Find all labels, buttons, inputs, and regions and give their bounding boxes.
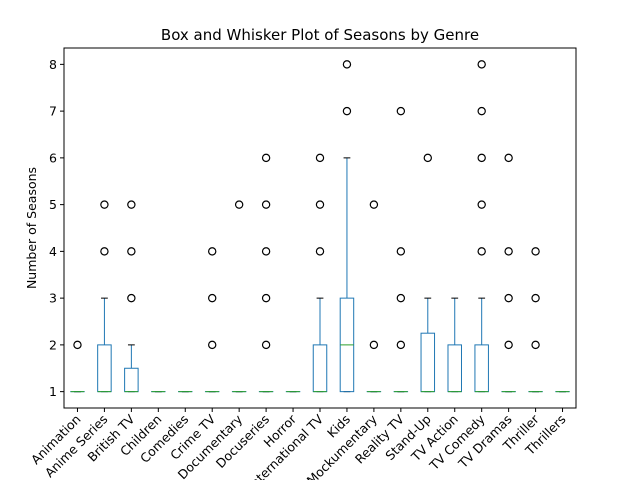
box-tv-comedy (474, 60, 489, 393)
plot-frame (63, 47, 577, 409)
outlier-point (504, 153, 513, 163)
outlier-point (261, 340, 271, 350)
box-anime-series (97, 200, 112, 393)
outlier-point (477, 60, 486, 69)
outlier-point (234, 200, 244, 209)
outlier-point (261, 153, 271, 163)
outlier-point (504, 247, 513, 256)
outlier-point (396, 106, 406, 116)
outlier-point (396, 247, 406, 256)
outlier-point (127, 200, 136, 209)
box-stand-up (420, 153, 436, 393)
outlier-point (315, 153, 325, 163)
y-tick-label: 4 (49, 244, 57, 259)
outlier-point (261, 200, 271, 209)
y-tick-label: 2 (49, 337, 57, 352)
outlier-point (531, 247, 540, 256)
chart-title: Box and Whisker Plot of Seasons by Genre (161, 26, 479, 44)
outlier-point (477, 200, 486, 209)
box-tv-dramas (501, 153, 516, 393)
outlier-point (100, 247, 109, 256)
box-british-tv (124, 200, 139, 393)
outlier-point (208, 247, 217, 256)
outlier-point (477, 106, 486, 116)
box-docuseries (258, 153, 274, 393)
box-kids (339, 60, 355, 393)
y-tick-label: 3 (49, 291, 57, 306)
box-international-tv (312, 153, 328, 393)
outlier-point (127, 293, 136, 303)
outlier-point (531, 293, 540, 303)
outlier-point (477, 153, 486, 163)
outlier-point (396, 293, 406, 303)
box-animation (70, 340, 85, 393)
outlier-point (531, 340, 540, 350)
box-reality-tv (393, 106, 409, 393)
box-mockumentary (366, 200, 382, 393)
y-tick-label: 6 (49, 150, 57, 165)
y-tick-label: 7 (49, 104, 57, 119)
outlier-point (261, 293, 271, 303)
y-tick-label: 1 (49, 384, 57, 399)
outlier-point (73, 340, 82, 350)
outlier-point (504, 293, 513, 303)
outlier-point (208, 340, 217, 350)
y-tick-label: 8 (49, 57, 57, 72)
outlier-point (208, 293, 217, 303)
outlier-point (261, 247, 271, 256)
outlier-point (396, 340, 406, 350)
y-tick-label: 5 (49, 197, 57, 212)
outlier-point (504, 340, 513, 350)
box-tv-action (447, 297, 462, 393)
outlier-point (315, 200, 325, 209)
outlier-point (342, 106, 352, 116)
outlier-point (100, 200, 109, 209)
outlier-point (342, 60, 352, 69)
outlier-point (369, 200, 379, 209)
outlier-point (477, 247, 486, 256)
outlier-point (423, 153, 432, 163)
outlier-point (127, 247, 136, 256)
box-crime-tv (204, 247, 220, 393)
outlier-point (369, 340, 379, 350)
box-documentary (231, 200, 247, 393)
outlier-point (315, 247, 325, 256)
y-axis-label: Number of Seasons (24, 167, 39, 289)
box-thriller (528, 247, 543, 393)
